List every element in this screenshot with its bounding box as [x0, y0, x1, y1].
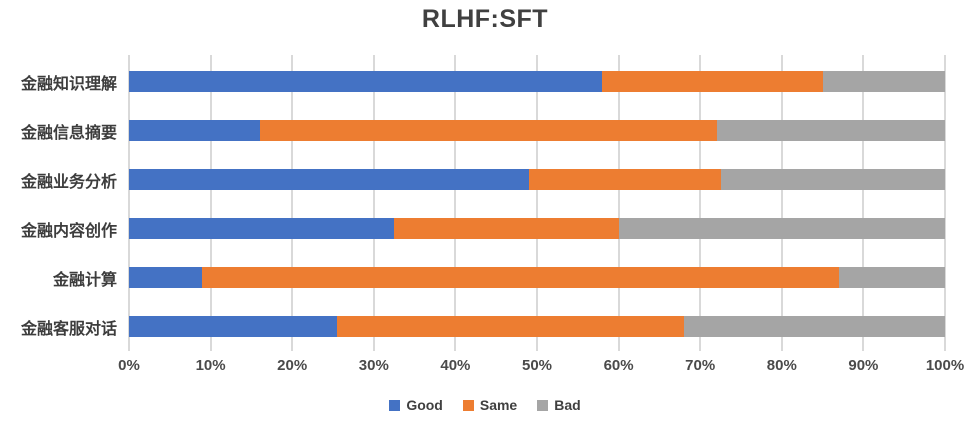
bar-row: 金融业务分析 [21, 155, 945, 204]
category-label: 金融计算 [52, 271, 117, 289]
legend-swatch-bad [537, 399, 549, 411]
stacked-bar [129, 71, 945, 92]
gridline [209, 55, 212, 351]
stacked-bar [129, 218, 945, 239]
bar-row: 金融计算 [53, 253, 945, 302]
bar-segment-bad [716, 120, 945, 141]
gridline [291, 55, 294, 351]
bar-segment-good [129, 218, 395, 239]
bar-segment-same [602, 71, 823, 92]
category-label: 金融客服对话 [20, 320, 117, 338]
plot-area: 金融知识理解 金融信息摘要 金融业务分析 金融内容创作金融计算金融客服对话 [21, 55, 946, 351]
gridline [454, 55, 457, 351]
stacked-bar [129, 316, 945, 337]
x-tick-label: 20% [277, 357, 308, 374]
bar-row: 金融内容创作 [21, 204, 945, 253]
gridline [780, 55, 783, 351]
category-label: 金融内容创作 [20, 222, 117, 240]
x-tick-label: 40% [440, 357, 471, 374]
legend-item-same: Same [462, 397, 518, 413]
gridline [536, 55, 538, 351]
bar-segment-same [337, 316, 684, 337]
gridline [617, 55, 620, 351]
gridline [372, 55, 375, 351]
legend: Good Same Bad [0, 395, 970, 415]
bar-segment-good [129, 71, 603, 92]
bar-segment-same [528, 169, 721, 190]
x-tick-label: 0% [118, 357, 140, 374]
bar-row: 金融知识理解 [21, 57, 945, 106]
x-tick-label: 80% [766, 357, 797, 374]
gridline [862, 55, 865, 351]
legend-label: Bad [554, 397, 581, 413]
bar-row: 金融客服对话 [21, 302, 945, 351]
legend-item-good: Good [389, 397, 443, 413]
legend-swatch-same [462, 399, 474, 411]
bar-segment-bad [720, 169, 945, 190]
bar-segment-good [129, 169, 529, 190]
category-label: 金融业务分析 [20, 173, 117, 191]
bar-segment-bad [838, 267, 945, 288]
legend-swatch-good [389, 399, 401, 411]
bar-segment-same [202, 267, 839, 288]
legend-label: Same [479, 397, 518, 413]
x-tick-label: 30% [358, 357, 389, 374]
x-axis-labels: 0% 10% 20% 30% 40% 50% 60% 70% 80% 90% 100% [118, 357, 964, 375]
bar-rows: 金融知识理解 金融信息摘要 金融业务分析 金融内容创作金融计算金融客服对话 [21, 57, 945, 351]
bar-segment-good [129, 120, 260, 141]
bar-segment-bad [822, 71, 945, 92]
x-tick-label: 50% [521, 357, 553, 374]
category-label: 金融信息摘要 [20, 124, 117, 142]
legend-item-bad: Bad [537, 397, 581, 413]
legend-label: Good [406, 397, 443, 413]
stacked-bar [129, 169, 945, 190]
gridline [944, 55, 946, 351]
gridline [699, 55, 702, 351]
x-tick-label: 100% [925, 357, 965, 374]
x-tick-label: 70% [685, 357, 716, 374]
bar-segment-good [129, 316, 338, 337]
bar-segment-bad [618, 218, 945, 239]
gridlines [128, 55, 946, 351]
category-label: 金融知识理解 [20, 75, 117, 93]
stacked-bar [129, 120, 945, 141]
stacked-bar [129, 267, 945, 288]
bar-row: 金融信息摘要 [21, 106, 945, 155]
x-tick-label: 60% [603, 357, 634, 374]
bar-segment-same [259, 120, 717, 141]
bar-segment-bad [683, 316, 945, 337]
chart-title: RLHF:SFT [421, 5, 549, 33]
gridline [128, 55, 130, 351]
x-tick-label: 90% [848, 357, 879, 374]
bar-segment-good [129, 267, 203, 288]
bar-segment-same [394, 218, 619, 239]
x-tick-label: 10% [195, 357, 226, 374]
